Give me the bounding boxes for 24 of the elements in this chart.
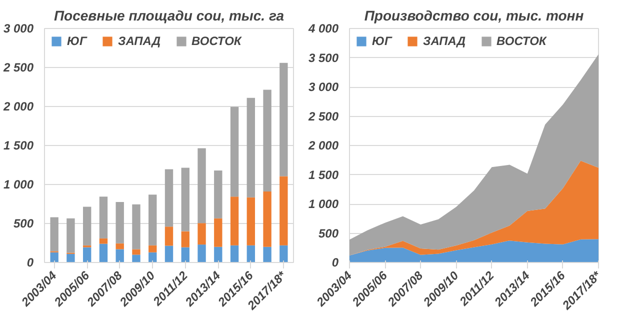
y-tick-label: 2 500 bbox=[307, 109, 339, 124]
y-tick-label: 0 bbox=[26, 256, 34, 270]
y-tick-label: 3 000 bbox=[3, 22, 34, 36]
y-tick-label: 1 000 bbox=[3, 178, 34, 192]
y-tick-label: 0 bbox=[332, 256, 339, 270]
y-tick-label: 4 000 bbox=[307, 22, 339, 36]
legend-label: ЗАПАД bbox=[118, 34, 160, 48]
y-tick-label: 2 000 bbox=[2, 100, 34, 114]
y-tick-label: 3 000 bbox=[308, 80, 339, 94]
y-tick-label: 1 500 bbox=[308, 168, 339, 182]
y-tick-label: 1 500 bbox=[3, 138, 34, 152]
chart-title: Посевные площади сои, тыс. га bbox=[54, 8, 284, 24]
legend-label: ЮГ bbox=[67, 34, 87, 48]
y-tick-label: 2 000 bbox=[307, 138, 339, 152]
legend-label: ЮГ bbox=[372, 34, 392, 48]
legend-label: ЗАПАД bbox=[423, 34, 466, 48]
legend-label: ВОСТОК bbox=[192, 34, 242, 48]
y-tick-label: 2 500 bbox=[2, 60, 34, 74]
chart-title: Производство сои, тыс. тонн bbox=[364, 8, 584, 24]
y-tick-label: 3 500 bbox=[308, 50, 339, 65]
legend-label: ВОСТОК bbox=[496, 34, 546, 48]
y-tick-label: 500 bbox=[13, 216, 34, 230]
y-tick-label: 1 000 bbox=[308, 197, 339, 211]
y-tick-label: 500 bbox=[318, 226, 339, 240]
